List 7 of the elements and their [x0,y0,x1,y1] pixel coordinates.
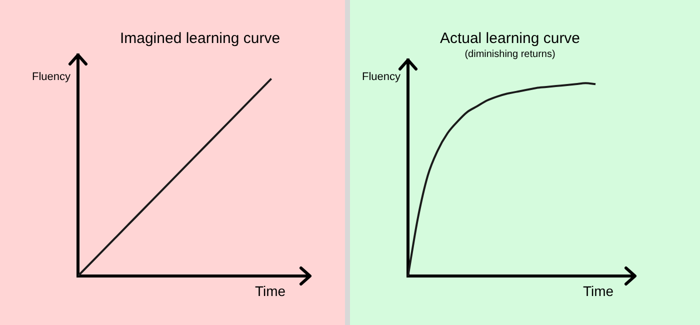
x-axis-title: Time [255,283,286,299]
chart-title: Imagined learning curve [118,30,282,47]
chart-subtitle: (diminishing returns) [464,49,556,60]
y-axis-title: Fluency [362,71,401,83]
y-axis-title: Fluency [32,71,71,83]
chart-title: Actual learning curve [438,30,582,47]
x-axis-title: Time [583,283,614,299]
